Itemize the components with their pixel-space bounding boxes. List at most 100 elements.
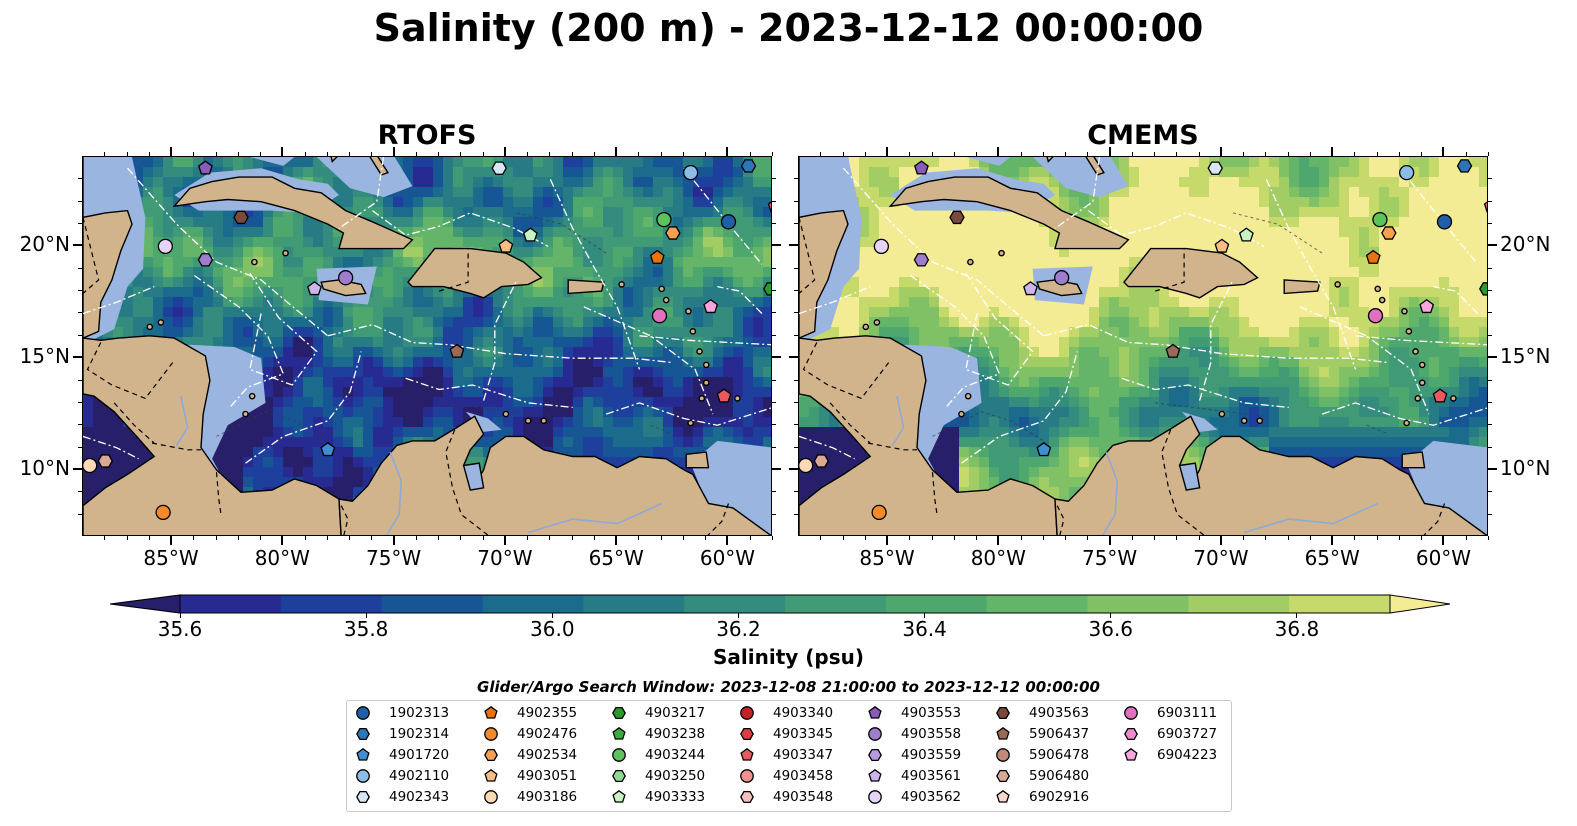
hexagon-marker-icon [612,769,626,783]
lat-tick [789,356,798,359]
land-central [83,335,342,535]
lon-minor-tick [126,536,128,540]
pentagon-marker-icon [996,789,1010,803]
eez-lines [799,157,1487,464]
lat-minor-tick [1488,223,1492,225]
lon-minor-tick [909,152,911,156]
lon-minor-tick [1154,152,1156,156]
legend-item-label: 4903558 [901,726,962,742]
lat-tick [73,244,82,247]
land-mexico [799,157,849,339]
colorbar [110,594,1451,614]
lon-minor-tick [260,536,262,540]
lon-minor-tick [304,536,306,540]
lon-minor-tick [842,152,844,156]
lat-tick [772,244,781,247]
float-marker [1372,211,1388,228]
lat-minor-tick [78,312,82,314]
circle-marker-icon [868,727,882,741]
land-south [1054,415,1487,535]
lat-minor-tick [78,379,82,381]
float-marker [1432,388,1448,403]
lon-minor-tick [1488,536,1489,540]
float-marker [197,253,214,267]
lat-minor-tick [772,223,776,225]
lat-minor-tick [794,491,798,493]
legend-item: 4903186 [481,787,577,807]
lon-minor-tick [1131,536,1133,540]
legend-item-label: 4903559 [901,747,962,763]
lat-tick-label: 20°N [1500,232,1551,257]
lat-minor-tick [78,290,82,292]
pentagon-marker-icon [1124,747,1138,761]
lon-minor-tick [705,152,707,156]
colorbar-label: Salinity (psu) [712,645,864,669]
pentagon-marker-icon [868,705,882,719]
legend-item: 1902314 [353,724,449,744]
lon-minor-tick [215,536,217,540]
legend-item: 6903111 [1121,703,1217,723]
lon-minor-tick [1020,152,1022,156]
legend-item-label: 6904223 [1157,747,1218,763]
legend-item-label: 6902916 [1029,789,1090,805]
lon-minor-tick [260,152,262,156]
depth-contours [216,212,673,442]
lat-minor-tick [772,401,776,403]
lon-minor-tick [148,152,150,156]
lat-minor-tick [772,446,776,448]
float-marker [1456,159,1473,173]
lat-minor-tick [1488,446,1492,448]
float-marker [716,388,732,403]
colorbar-segment [482,595,584,613]
lon-tick [886,536,889,545]
lon-tick-label: 80°W [254,546,310,570]
lat-tick [73,467,82,470]
float-marker [1207,161,1223,175]
circle-marker-icon [356,769,370,783]
land-puertorico [567,279,605,295]
lon-minor-tick [438,152,440,156]
float-markers [799,159,1487,521]
lon-minor-tick [438,536,440,540]
legend-item-label: 5906480 [1029,768,1090,784]
lon-minor-tick [1287,152,1289,156]
figure-title: Salinity (200 m) - 2023-12-12 00:00:00 [373,6,1204,50]
borders [799,217,1446,535]
colorbar-segment [583,595,685,613]
colorbar-tick-label: 36.2 [716,617,761,641]
legend-item-label: 4903217 [645,705,706,721]
lon-minor-tick [1087,536,1089,540]
hexagon-marker-icon [868,748,882,762]
lat-minor-tick [78,200,82,202]
pentagon-marker-icon [612,726,626,740]
colorbar-tick [179,613,181,618]
lon-minor-tick [638,536,640,540]
legend-item-label: 4903563 [1029,705,1090,721]
legend-item-label: 4903238 [645,726,706,742]
float-marker [871,504,887,521]
colorbar-segment [785,595,887,613]
pentagon-marker-icon [996,726,1010,740]
lon-minor-tick [349,536,351,540]
float-marker [763,282,771,296]
pentagon-marker-icon [868,768,882,782]
legend-item-label: 5906437 [1029,726,1090,742]
lon-tick [281,536,284,545]
pentagon-marker-icon [612,789,626,803]
lon-minor-tick [953,152,955,156]
colorbar-tick [1110,613,1112,618]
pentagon-marker-icon [612,726,626,740]
lon-tick-top [503,147,506,156]
lat-tick [772,356,781,359]
lon-minor-tick [326,536,328,540]
lon-tick [170,536,173,545]
rivers [891,396,1379,535]
lon-tick-label: 80°W [970,546,1026,570]
lon-minor-tick [931,536,933,540]
lon-minor-tick [126,152,128,156]
lon-tick [1442,536,1445,545]
circle-marker-icon [484,790,498,804]
hexagon-marker-icon [484,748,498,762]
float-marker [97,454,114,468]
hexagon-marker-icon [1124,727,1138,741]
